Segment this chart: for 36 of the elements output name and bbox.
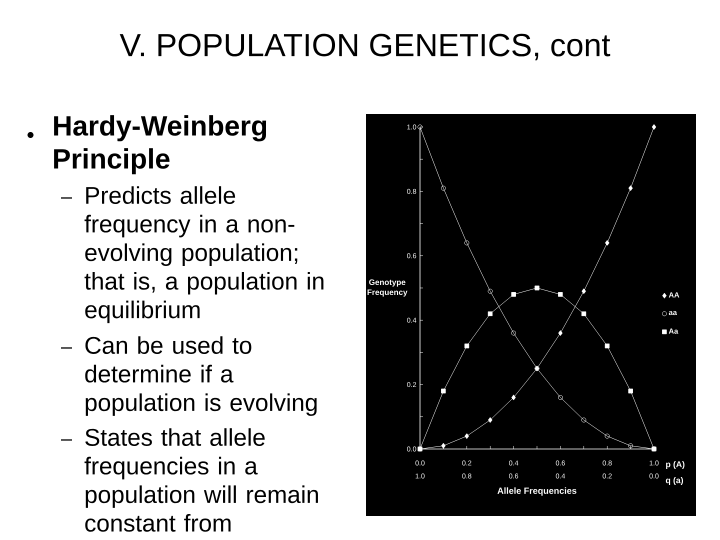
point	[582, 288, 586, 294]
point	[534, 286, 540, 290]
point	[464, 344, 470, 348]
point	[464, 433, 470, 439]
point	[488, 288, 493, 294]
point	[558, 292, 563, 297]
point	[628, 443, 634, 448]
point	[604, 344, 610, 348]
point	[511, 394, 516, 400]
x-axis-title: Allele Frequencies	[497, 487, 576, 496]
point	[581, 418, 586, 422]
point	[488, 417, 492, 423]
text: q (a)	[666, 477, 684, 485]
point	[418, 446, 422, 452]
text: Can be used to determine if a population is evolving	[85, 336, 317, 416]
text: p (A)	[666, 461, 684, 469]
text: Hardy-Weinberg Principle	[54, 115, 266, 174]
point	[581, 311, 586, 316]
y-axis-title: Genotype Frequency	[368, 279, 408, 297]
text: Predicts allele frequency in a non-evolving population; that is, a population in equilibrium	[84, 186, 324, 324]
point	[488, 311, 493, 316]
chart-title: V. POPULATION GENETICS, cont	[120, 34, 610, 60]
point	[628, 388, 633, 394]
point	[628, 185, 633, 192]
point	[652, 124, 656, 130]
point	[558, 395, 563, 400]
point	[511, 330, 516, 336]
text: States that allele frequencies in a population will remain constant from	[84, 428, 318, 532]
point	[605, 240, 610, 246]
point	[441, 388, 446, 394]
point	[558, 330, 563, 336]
point	[511, 292, 516, 297]
point	[440, 186, 446, 191]
point	[604, 434, 610, 439]
point	[464, 240, 470, 246]
point	[441, 442, 446, 449]
